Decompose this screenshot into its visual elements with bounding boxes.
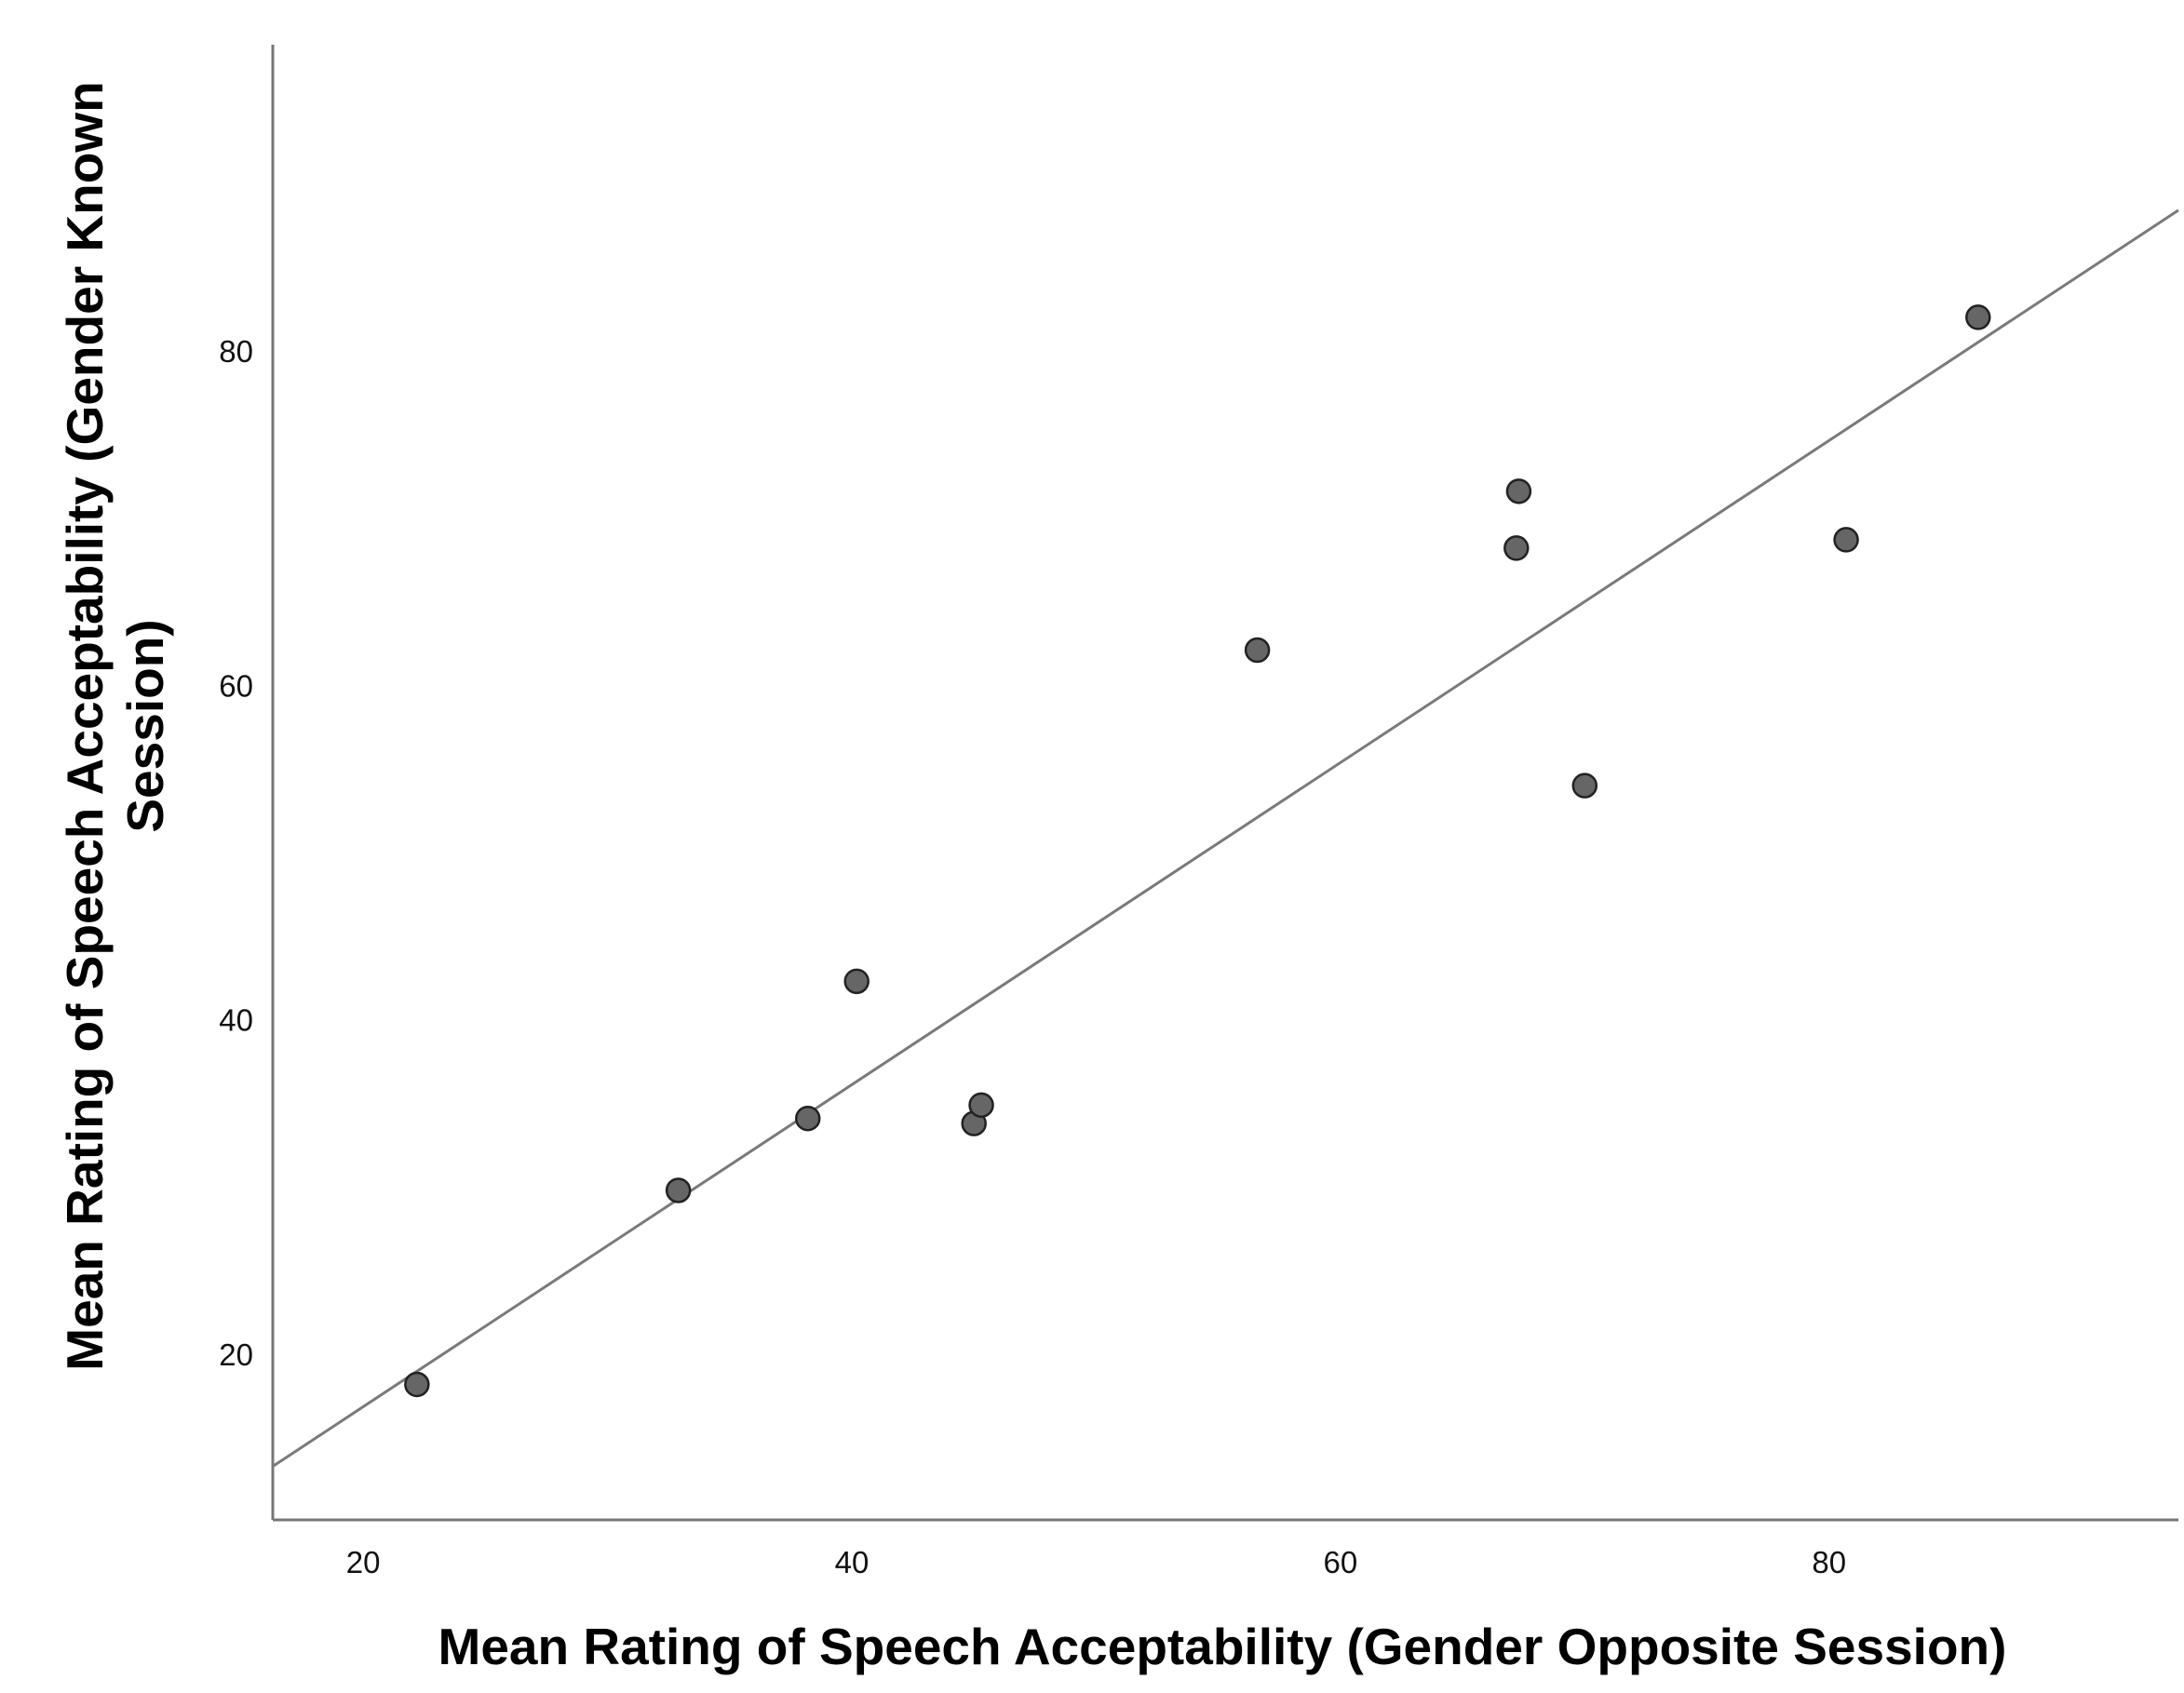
x-tick-label: 40 [835, 1545, 870, 1579]
data-point [665, 1177, 692, 1203]
data-point [794, 1105, 821, 1132]
fit-line-layer [272, 208, 2179, 1468]
fit-line [272, 208, 2179, 1468]
data-point [404, 1371, 430, 1398]
data-points-layer [404, 304, 1991, 1398]
y-axis-title-group: Mean Rating of Speech Acceptability (Gen… [56, 81, 174, 1370]
data-point [1965, 304, 1991, 330]
data-point [1833, 527, 1859, 553]
data-point [843, 968, 870, 995]
y-axis-title-line-2: Session) [116, 619, 174, 832]
y-tick-label: 40 [219, 1003, 253, 1038]
x-axis-title: Mean Rating of Speech Acceptability (Gen… [438, 1618, 2007, 1675]
y-tick-label: 60 [219, 668, 253, 703]
data-point [1505, 478, 1532, 504]
data-point [1503, 535, 1530, 561]
data-point [1244, 637, 1271, 664]
x-tick-label: 60 [1323, 1545, 1357, 1579]
y-tick-label: 20 [219, 1337, 253, 1372]
x-tick-label: 80 [1812, 1545, 1846, 1579]
data-point [968, 1092, 994, 1119]
ticks-layer: 20 40 60 80 20 40 60 80 [219, 334, 1846, 1579]
x-tick-label: 20 [346, 1545, 381, 1579]
y-tick-label: 80 [219, 334, 253, 369]
data-point [1571, 773, 1598, 799]
y-axis-title-line-1: Mean Rating of Speech Acceptability (Gen… [56, 81, 114, 1370]
axes-layer [271, 45, 2178, 1522]
